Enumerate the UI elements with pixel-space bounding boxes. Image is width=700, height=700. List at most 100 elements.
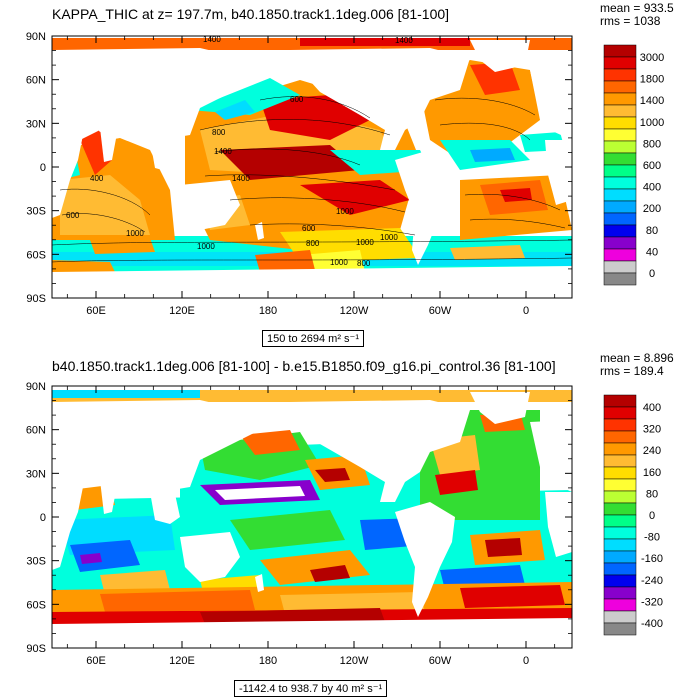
- colorbar-swatch: [603, 574, 637, 588]
- stats-box: mean = 933.5 rms = 1038: [600, 2, 674, 28]
- colorbar-swatch: [603, 490, 637, 504]
- colorbar-swatch: [603, 56, 637, 70]
- colorbar-label: -160: [641, 553, 663, 565]
- contour-label: 800: [357, 259, 371, 268]
- contour-labels: 1400 1400 600 800 1400 400 1400 600 1000…: [66, 35, 413, 268]
- colorbar-swatch: [603, 68, 637, 82]
- colorbar-swatch: [603, 406, 637, 420]
- contour-label: 600: [66, 211, 80, 220]
- colorbar-label: 80: [646, 488, 658, 500]
- lon-tick-label: 120W: [340, 305, 369, 317]
- lat-tick-label: 0: [40, 512, 46, 524]
- stat-rms: rms = 189.4: [600, 364, 664, 378]
- colorbar-label: 80: [646, 225, 658, 237]
- contour-label: 1000: [356, 238, 374, 247]
- colorbar-swatch: [603, 562, 637, 576]
- contour-label: 400: [90, 174, 104, 183]
- map-plot: 1400 1400 600 800 1400 400 1400 600 1000…: [26, 31, 664, 317]
- contour-label: 1000: [126, 229, 144, 238]
- colorbar-label: 600: [643, 160, 661, 172]
- colorbar-swatch: [603, 430, 637, 444]
- lon-tick-label: 60W: [429, 655, 452, 667]
- lon-tick-label: 180: [259, 305, 277, 317]
- colorbar-swatch: [603, 80, 637, 94]
- panel-difference: b40.1850.track1.1deg.006 [81-100] - b.e1…: [0, 350, 700, 700]
- colorbar-swatch: [603, 188, 637, 202]
- lat-tick-label: 30S: [26, 556, 46, 568]
- colorbar-label: 200: [643, 203, 661, 215]
- land-mask: [52, 40, 572, 298]
- colorbar-swatch: [603, 598, 637, 612]
- contour-label: 1000: [330, 258, 348, 267]
- colorbar-swatch: [603, 224, 637, 238]
- colorbar-label: 1400: [640, 95, 664, 107]
- lon-tick-label: 60E: [86, 655, 106, 667]
- colorbar-label: 400: [643, 182, 661, 194]
- panel-title: b40.1850.track1.1deg.006 [81-100] - b.e1…: [52, 358, 556, 374]
- colorbar-label: 1000: [640, 117, 664, 129]
- colorbar-swatch: [603, 514, 637, 528]
- colorbar-swatch: [603, 442, 637, 456]
- lat-tick-label: 90N: [26, 31, 46, 43]
- map-plot: 90N 60N 30N 0 30S 60S 90S 60E 120E 180 120W 60W 0 40…: [26, 381, 663, 667]
- colorbar-swatch: [603, 466, 637, 480]
- lon-tick-label: 0: [523, 305, 529, 317]
- colorbar-swatch: [603, 128, 637, 142]
- colorbar-swatch: [603, 176, 637, 190]
- contour-label: 1400: [395, 36, 413, 45]
- panel-title: KAPPA_THIC at z= 197.7m, b40.1850.track1…: [52, 6, 450, 22]
- colorbar-swatch: [603, 140, 637, 154]
- colorbar-swatch: [603, 248, 637, 262]
- stat-mean: mean = 8.896: [600, 351, 674, 365]
- colorbar-swatch: [603, 478, 637, 492]
- range-label: -1142.4 to 938.7 by 40 m² s⁻¹: [234, 680, 388, 697]
- contour-label: 800: [212, 128, 226, 137]
- panel-kappa-thic: KAPPA_THIC at z= 197.7m, b40.1850.track1…: [26, 2, 674, 347]
- colorbar-label: 160: [643, 467, 661, 479]
- lat-tick-label: 90S: [26, 643, 46, 655]
- colorbar-swatch: [603, 164, 637, 178]
- lat-tick-label: 90S: [26, 293, 46, 305]
- contour-label: 1400: [214, 147, 232, 156]
- lon-tick-label: 0: [523, 655, 529, 667]
- colorbar-label: 40: [646, 246, 658, 258]
- stat-mean: mean = 933.5: [600, 1, 674, 15]
- colorbar-swatch: [603, 104, 637, 118]
- contour-label: 800: [306, 239, 320, 248]
- lat-tick-label: 60N: [26, 75, 46, 87]
- colorbar-swatch: [603, 212, 637, 226]
- contour-label: 1000: [336, 207, 354, 216]
- colorbar-label: -80: [644, 532, 660, 544]
- lon-tick-label: 120E: [169, 655, 195, 667]
- colorbar-label: 0: [649, 510, 655, 522]
- colorbar-swatch: [603, 550, 637, 564]
- lon-tick-label: 180: [259, 655, 277, 667]
- lat-tick-label: 60S: [26, 599, 46, 611]
- lon-tick-label: 120E: [169, 305, 195, 317]
- colorbar-swatch: [603, 44, 637, 58]
- lat-tick-label: 30S: [26, 206, 46, 218]
- colorbar-label: 400: [643, 402, 661, 414]
- colorbar-swatch: [603, 116, 637, 130]
- colorbar: 400 320 240 160 80 0 -80 -160 -240 -320 -400: [603, 394, 663, 636]
- colorbar-label: 3000: [640, 52, 664, 64]
- land-mask: [52, 392, 572, 648]
- colorbar-label: -400: [641, 618, 663, 630]
- axis-ticks: 90N 60N 30N 0 30S 60S 90S 60E 120E 180 120W 60W 0: [26, 31, 572, 317]
- colorbar-swatch: [603, 152, 637, 166]
- colorbar-label: 0: [649, 268, 655, 280]
- lat-tick-label: 60S: [26, 249, 46, 261]
- lon-tick-label: 60W: [429, 305, 452, 317]
- contour-label: 600: [290, 95, 304, 104]
- colorbar-label: 800: [643, 138, 661, 150]
- colorbar-swatch: [603, 454, 637, 468]
- colorbar-label: -240: [641, 575, 663, 587]
- range-label: 150 to 2694 m² s⁻¹: [262, 330, 365, 347]
- lat-tick-label: 60N: [26, 425, 46, 437]
- colorbar-label: 320: [643, 424, 661, 436]
- colorbar-swatch: [603, 200, 637, 214]
- lat-tick-label: 30N: [26, 118, 46, 130]
- colorbar-swatch: [603, 538, 637, 552]
- colorbar-swatch: [603, 586, 637, 600]
